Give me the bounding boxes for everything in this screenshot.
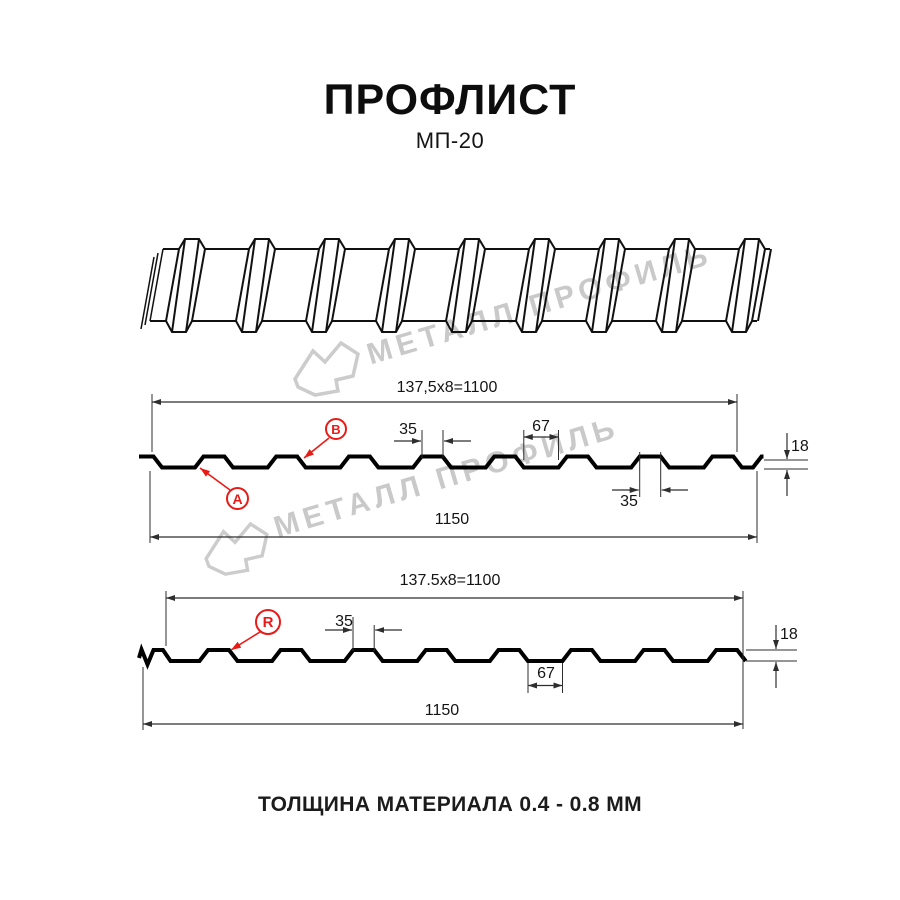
material-thickness-caption: ТОЛЩИНА МАТЕРИАЛА 0.4 - 0.8 ММ xyxy=(257,793,643,816)
dim-label-profile2-pitch: 137.5x8=1100 xyxy=(399,572,501,589)
dim-label-profile2-rib: 35 xyxy=(335,613,353,630)
sketch-3d xyxy=(140,238,772,333)
dimension-lines xyxy=(142,394,808,730)
page-subtitle: МП-20 xyxy=(415,128,485,153)
dim-label-profile1-valley: 67 xyxy=(532,418,550,435)
metall-profil-logo-watermark xyxy=(293,341,360,397)
callout-b-marker: B xyxy=(325,418,347,440)
dim-label-profile2-valley: 67 xyxy=(537,665,555,682)
callout-a-marker: A xyxy=(226,487,249,510)
dim-label-profile1-height: 18 xyxy=(791,438,809,455)
page-title: ПРОФЛИСТ xyxy=(323,76,577,124)
profile1-section xyxy=(139,454,764,470)
dim-label-profile2-total: 1150 xyxy=(424,702,460,719)
callout-arrows xyxy=(199,437,330,651)
dim-label-profile1-total: 1150 xyxy=(434,511,470,528)
profile2-section xyxy=(137,643,748,670)
dim-label-profile1-pitch: 137,5x8=1100 xyxy=(396,379,498,396)
callout-r-marker: R xyxy=(255,609,281,635)
profile-sections xyxy=(137,454,764,670)
dim-label-profile1-rib-top: 35 xyxy=(399,421,417,438)
dim-label-profile1-rib-bottom: 35 xyxy=(620,493,638,510)
dim-label-profile2-height: 18 xyxy=(780,626,798,643)
